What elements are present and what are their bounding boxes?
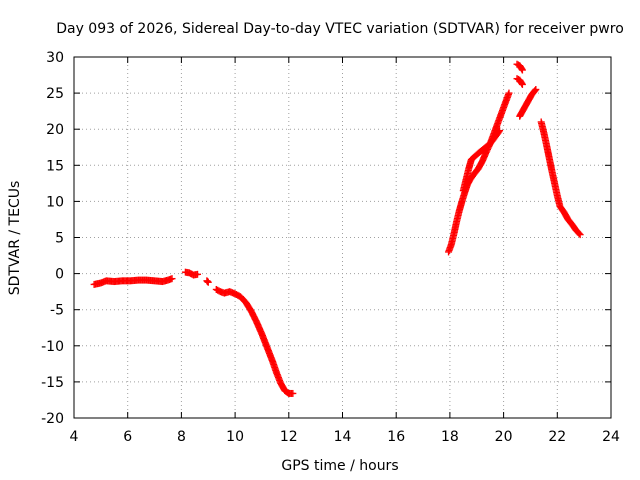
data-points [90, 60, 584, 397]
x-tick-label: 14 [334, 429, 352, 445]
x-axis-label: GPS time / hours [281, 458, 398, 474]
y-tick-label: -20 [41, 411, 64, 427]
y-tick-label: 0 [55, 267, 64, 283]
grid-lines [74, 57, 611, 418]
data-point [168, 275, 176, 283]
x-tick-label: 24 [602, 429, 620, 445]
y-axis-label: SDTVAR / TECUs [7, 181, 23, 296]
data-point [495, 128, 503, 136]
y-tick-label: -15 [41, 375, 64, 391]
y-tick-label: -10 [41, 339, 64, 355]
y-tick-label: 10 [46, 194, 64, 210]
data-point [289, 389, 297, 397]
x-tick-label: 22 [548, 429, 566, 445]
y-tick-label: 5 [55, 231, 64, 247]
data-point [575, 230, 583, 238]
x-tick-label: 4 [70, 429, 79, 445]
data-point [518, 66, 526, 74]
y-tick-label: 15 [46, 158, 64, 174]
data-point [576, 231, 584, 239]
data-point [496, 127, 504, 135]
y-tick-label: -5 [50, 303, 64, 319]
plot-frame [73, 56, 612, 419]
y-tick-label: 20 [46, 122, 64, 138]
data-point [518, 80, 526, 88]
y-tick-labels: 30 25 20 15 10 5 0 -5 -10 -15 -20 [41, 50, 64, 427]
x-tick-label: 12 [280, 429, 298, 445]
data-point [204, 278, 212, 286]
data-point [532, 85, 540, 93]
x-tick-labels: 4 6 8 10 12 14 16 18 20 22 24 [70, 429, 620, 445]
x-tick-label: 6 [123, 429, 132, 445]
x-tick-label: 16 [387, 429, 405, 445]
y-tick-label: 30 [46, 50, 64, 66]
data-point [505, 89, 513, 97]
x-tick-label: 8 [177, 429, 186, 445]
chart-title: Day 093 of 2026, Sidereal Day-to-day VTE… [56, 21, 624, 37]
y-tick-label: 25 [46, 86, 64, 102]
x-tick-label: 10 [226, 429, 244, 445]
x-tick-label: 18 [441, 429, 459, 445]
data-point [194, 270, 202, 278]
x-tick-label: 20 [495, 429, 513, 445]
data-point [531, 87, 539, 95]
